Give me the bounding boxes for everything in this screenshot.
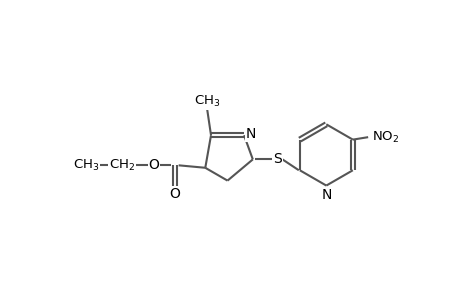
Text: CH$_2$: CH$_2$ [108,158,134,173]
Text: N: N [320,188,331,203]
Text: N: N [245,127,255,141]
Text: CH$_3$: CH$_3$ [193,94,220,109]
Text: O: O [169,187,180,201]
Text: S: S [273,152,281,167]
Text: O: O [148,158,159,172]
Text: NO$_2$: NO$_2$ [371,130,399,145]
Text: CH$_3$: CH$_3$ [73,158,99,173]
